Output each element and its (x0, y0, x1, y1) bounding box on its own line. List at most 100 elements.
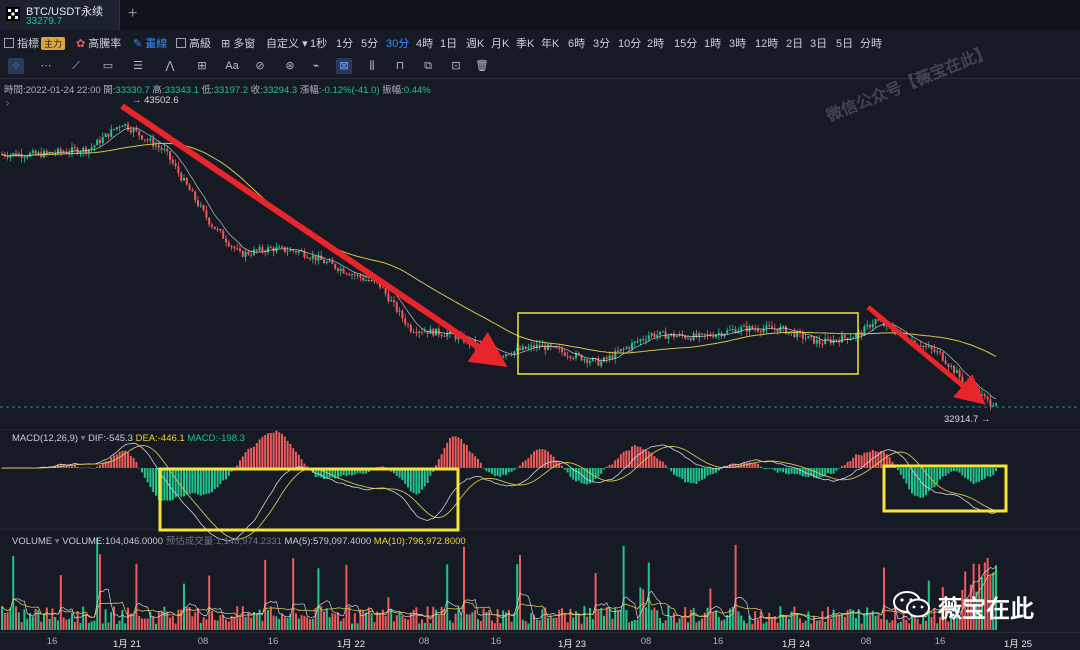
tab-btc-usdt[interactable]: BTC/USDT永续 33279.7 (0, 0, 120, 30)
advanced-button[interactable]: 高級 (176, 35, 211, 51)
interval-2[interactable]: 5分 (361, 38, 379, 50)
interval-17[interactable]: 12時 (755, 38, 779, 50)
fibonacci-icon[interactable]: ⊘ (255, 60, 265, 72)
macd-bar-355 (995, 468, 997, 472)
candle-body-254 (712, 336, 715, 338)
macd-bar-290 (813, 468, 815, 478)
volume-bar-128 (359, 609, 362, 630)
volume-bar-44 (124, 623, 127, 630)
interval-3[interactable]: 30分 (386, 38, 410, 50)
crosshair-icon[interactable]: ⁘ (8, 58, 24, 74)
x-tick-0: 16 (46, 636, 58, 647)
interval-7[interactable]: 月K (491, 38, 510, 50)
macd-bar-86 (241, 456, 244, 468)
interval-21[interactable]: 分時 (860, 38, 882, 50)
macd-bar-215 (603, 468, 605, 470)
interval-5[interactable]: 1日 (440, 38, 458, 50)
volume-bar-294 (824, 621, 827, 630)
candle-body-150 (421, 331, 423, 333)
candle-body-275 (771, 326, 773, 329)
volume-bar-11 (31, 616, 34, 630)
macd-bar-331 (927, 468, 930, 492)
parallel-lines-icon[interactable]: ☰ (133, 60, 143, 72)
interval-16[interactable]: 3時 (729, 38, 747, 50)
interval-15[interactable]: 1時 (704, 38, 722, 50)
copy-icon[interactable]: ⧉ (424, 60, 432, 72)
interval-1[interactable]: 1分 (336, 38, 354, 50)
trend-line-icon[interactable]: ⟋ (72, 60, 80, 72)
volume-bar-229 (642, 589, 645, 630)
text-tool-icon[interactable]: Aa (225, 60, 239, 72)
candle-body-158 (443, 335, 446, 337)
volume-bar-187 (524, 621, 527, 630)
interval-0[interactable]: 1秒 (310, 38, 328, 50)
macd-bar-91 (255, 443, 258, 468)
collapse-chevron-icon[interactable]: › (6, 98, 10, 109)
volume-bar-100 (281, 613, 283, 630)
volume-ma10-line (1, 571, 997, 620)
volume-bar-328 (919, 623, 922, 630)
interval-18[interactable]: 2日 (786, 38, 804, 50)
candle-body-198 (555, 346, 558, 349)
custom-button[interactable]: 自定义 ▾ (266, 35, 308, 51)
macd-dropdown-icon[interactable]: ▾ (80, 433, 86, 444)
volume-bar-85 (239, 617, 241, 630)
volume-dropdown-icon[interactable]: ▾ (54, 536, 60, 547)
volume-bar-268 (751, 623, 754, 630)
candle-body-338 (947, 364, 950, 367)
candle-body-93 (261, 247, 264, 252)
x-tick-6: 16 (490, 636, 502, 647)
symbol-title: BTC/USDT永续 (26, 6, 103, 18)
interval-20[interactable]: 5日 (836, 38, 854, 50)
interval-19[interactable]: 3日 (810, 38, 828, 50)
indicator-button[interactable]: 指標 主力 (4, 35, 66, 51)
volume-bar-210 (589, 607, 591, 630)
interval-6[interactable]: 週K (466, 38, 485, 50)
volume-bar-211 (591, 619, 594, 630)
candle-body-294 (824, 338, 827, 345)
ruler-icon[interactable]: ⌁ (312, 60, 320, 72)
volume-bar-226 (633, 619, 636, 630)
macd-bar-293 (821, 468, 824, 477)
volume-bar-89 (250, 617, 253, 630)
multi-window-button[interactable]: ⊞ 多窗 (221, 35, 255, 51)
candle-body-16 (45, 150, 48, 153)
volume-bar-120 (337, 612, 339, 630)
trash-icon[interactable]: 🗑 (475, 60, 489, 72)
candle-body-159 (446, 333, 449, 337)
interval-14[interactable]: 15分 (674, 38, 698, 50)
draw-line-button[interactable]: ✎ 畫線 (133, 35, 167, 51)
magnet-icon[interactable]: ⊛ (285, 60, 295, 72)
candle-body-100 (281, 246, 283, 248)
interval-9[interactable]: 年K (541, 38, 560, 50)
interval-12[interactable]: 10分 (618, 38, 642, 50)
candle-body-225 (631, 343, 633, 349)
add-tab-icon[interactable]: + (128, 5, 138, 22)
volume-bar-215 (603, 615, 605, 630)
gaotenglv-button[interactable]: ✿ 高騰率 (76, 35, 121, 51)
macd-bar-129 (362, 468, 365, 475)
rectangle-icon[interactable]: ▭ (102, 60, 114, 72)
interval-4[interactable]: 4時 (416, 38, 434, 50)
macd-bar-268 (751, 462, 754, 468)
wave-icon[interactable]: ⋀ (165, 60, 175, 72)
pattern-icon[interactable]: ⊠ (336, 58, 352, 74)
macd-bar-37 (104, 461, 107, 468)
volume-bar-258 (723, 619, 726, 630)
interval-13[interactable]: 2時 (647, 38, 665, 50)
interval-11[interactable]: 3分 (593, 38, 611, 50)
candle-icon[interactable]: ⫼ (369, 60, 375, 72)
candle-body-290 (813, 336, 815, 344)
macd-bar-306 (857, 454, 860, 468)
interval-10[interactable]: 6時 (568, 38, 586, 50)
measure-icon[interactable]: ⊞ (197, 60, 207, 72)
horizontal-ray-icon[interactable]: ⋯ (40, 60, 52, 72)
lock-icon[interactable]: ⊓ (395, 60, 405, 72)
volume-bar-180 (505, 612, 507, 630)
candle-body-244 (684, 335, 687, 339)
candle-body-249 (698, 333, 701, 338)
candle-body-175 (491, 348, 493, 350)
visibility-icon[interactable]: ⊡ (451, 60, 461, 72)
interval-8[interactable]: 季K (516, 38, 535, 50)
